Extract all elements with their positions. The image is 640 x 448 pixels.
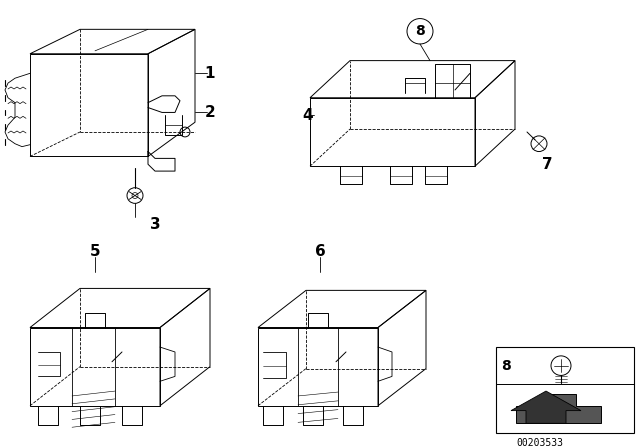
Text: 2: 2 <box>205 105 216 120</box>
Text: 00203533: 00203533 <box>516 438 563 448</box>
Text: 6: 6 <box>315 244 325 259</box>
Polygon shape <box>511 391 581 423</box>
Bar <box>496 347 634 433</box>
Text: 8: 8 <box>501 359 511 373</box>
Text: 5: 5 <box>90 244 100 259</box>
Text: 7: 7 <box>541 157 552 172</box>
Text: 8: 8 <box>415 24 425 38</box>
Text: 4: 4 <box>303 108 314 123</box>
Text: 1: 1 <box>205 66 215 81</box>
Polygon shape <box>516 394 601 423</box>
Text: 3: 3 <box>150 217 160 233</box>
